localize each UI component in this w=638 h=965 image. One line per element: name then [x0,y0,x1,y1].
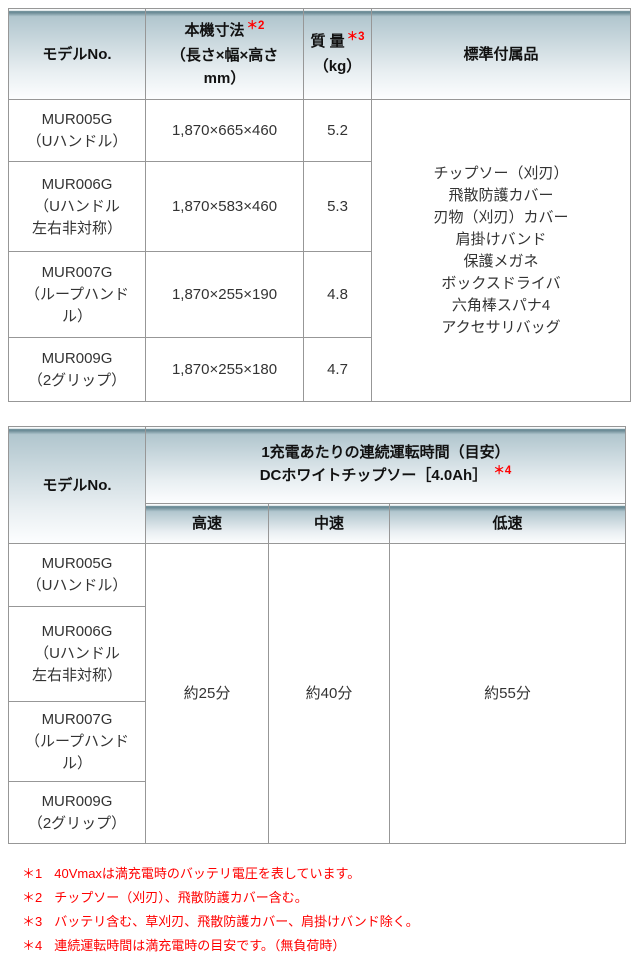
table-row: MUR007G （ループハンド ル） 1,870×255×190 4.8 [8,251,631,338]
dimensions-header-label: 本機寸法 [184,21,245,39]
model-cell: MUR006G （Uハンドル 左右非対称） [8,161,146,252]
table-row: MUR007G （ループハンド ル） [8,701,626,782]
weight-header: 質 量＊3 （kg） [303,8,372,100]
runtime-title-line2: DCホワイトチップソー［4.0Ah］ [259,467,488,484]
spec-header-row: モデルNo. 本機寸法 ＊2 （長さ×幅×高さ mm） 質 量＊3 （kg） 標準… [8,8,631,100]
table-row: MUR005G （Uハンドル） 1,870×665×460 5.2 チップソー（… [8,99,631,402]
speed-mid-header: 中速 [268,503,390,544]
footnote-text: 連続運転時間は満充電時の目安です。（無負荷時） [54,938,346,953]
model-cell: MUR005G （Uハンドル） [8,543,146,607]
table-row: MUR009G （2グリップ） [8,781,626,844]
footnotes-section: ＊1 40Vmaxは満充電時のバッテリ電圧を表しています。 ＊2 チップソー（刈刃）… [22,862,638,958]
speed-low-header: 低速 [388,503,627,544]
dimensions-cell: 1,870×255×190 [145,251,304,338]
model-cell: MUR007G （ループハンド ル） [8,701,146,782]
table-row: MUR009G （2グリップ） 1,870×255×180 4.7 [8,337,631,402]
weight-cell: 5.2 [303,99,372,162]
table-row: MUR006G （Uハンドル 左右非対称） 1,870×583×460 5.3 [8,161,631,252]
runtime-table: モデルNo. 1充電あたりの連続運転時間（目安） DCホワイトチップソー［4.0… [8,426,627,844]
footnote-1: ＊1 40Vmaxは満充電時のバッテリ電圧を表しています。 [22,862,638,886]
ref-note-2: ＊2 [246,19,265,32]
accessories-header: 標準付属品 [371,8,631,100]
footnote-text: チップソー（刈刃）、飛散防護カバー含む。 [54,890,308,905]
table-row: MUR005G （Uハンドル） 約25分 約40分 約55分 [8,543,627,844]
weight-header-unit: （kg） [313,58,362,75]
weight-cell: 4.7 [303,337,372,402]
model-no-header: モデルNo. [8,8,146,100]
model-no-header-label: モデルNo. [42,476,112,494]
runtime-high-cell: 約25分 [145,543,269,844]
weight-cell: 4.8 [303,251,372,338]
footnote-marker: ＊4 [22,938,43,953]
dimensions-header-sub: （長さ×幅×高さ mm） [170,46,279,87]
spec-table: モデルNo. 本機寸法 ＊2 （長さ×幅×高さ mm） 質 量＊3 （kg） 標準… [8,8,631,402]
model-cell: MUR007G （ループハンド ル） [8,251,146,338]
footnote-marker: ＊1 [22,866,43,881]
model-cell: MUR009G （2グリップ） [8,781,146,844]
accessories-header-label: 標準付属品 [463,45,539,63]
footnote-4: ＊4 連続運転時間は満充電時の目安です。（無負荷時） [22,934,638,958]
footnote-marker: ＊3 [22,914,43,929]
model-cell: MUR009G （2グリップ） [8,337,146,402]
footnote-3: ＊3 バッテリ含む、草刈刃、飛散防護カバー、肩掛けバンド除く。 [22,910,638,934]
accessories-cell: チップソー（刈刃） 飛散防護カバー 刃物（刈刃）カバー 肩掛けバンド 保護メガネ… [371,99,631,402]
model-no-header-label: モデルNo. [42,45,112,63]
dimensions-cell: 1,870×583×460 [145,161,304,252]
ref-note-3: ＊3 [346,31,365,43]
runtime-header-row: モデルNo. 1充電あたりの連続運転時間（目安） DCホワイトチップソー［4.0… [8,426,627,544]
model-no-header: モデルNo. [8,426,146,544]
runtime-title-header: 1充電あたりの連続運転時間（目安） DCホワイトチップソー［4.0Ah］ ＊4 [144,426,627,504]
dimensions-cell: 1,870×255×180 [145,337,304,402]
ref-note-4: ＊4 [493,465,512,477]
weight-header-label: 質 量 [310,33,345,50]
dimensions-cell: 1,870×665×460 [145,99,304,162]
model-cell: MUR006G （Uハンドル 左右非対称） [8,606,146,702]
table-row: MUR006G （Uハンドル 左右非対称） [8,606,626,702]
runtime-mid-cell: 約40分 [268,543,390,844]
runtime-low-cell: 約55分 [388,543,627,844]
runtime-title-line1: 1充電あたりの連続運転時間（目安） [261,444,510,461]
speed-high-header: 高速 [145,503,269,544]
footnote-text: 40Vmaxは満充電時のバッテリ電圧を表しています。 [54,866,361,881]
footnote-2: ＊2 チップソー（刈刃）、飛散防護カバー含む。 [22,886,638,910]
footnote-marker: ＊2 [22,890,43,905]
footnote-text: バッテリ含む、草刈刃、飛散防護カバー、肩掛けバンド除く。 [54,914,419,929]
weight-cell: 5.3 [303,161,372,252]
model-cell: MUR005G （Uハンドル） [8,99,146,162]
dimensions-header: 本機寸法 ＊2 （長さ×幅×高さ mm） [145,8,304,100]
